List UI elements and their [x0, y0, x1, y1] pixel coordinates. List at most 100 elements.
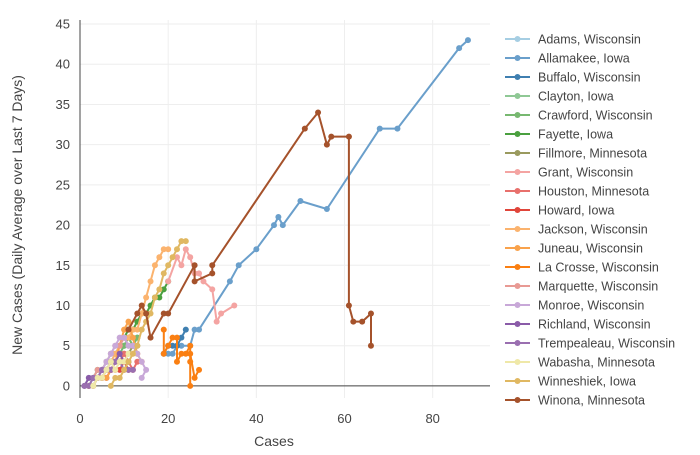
data-point [196, 326, 203, 333]
legend-item[interactable]: Fillmore, Minnesota [505, 147, 647, 161]
data-point [169, 254, 176, 261]
legend-item[interactable]: Houston, Minnesota [505, 185, 649, 199]
legend-label: Crawford, Wisconsin [538, 109, 653, 123]
data-point [143, 310, 150, 317]
data-point [196, 270, 203, 277]
legend-item[interactable]: Trempealeau, Wisconsin [505, 337, 675, 351]
y-tick-label: 10 [56, 298, 70, 313]
data-point [165, 262, 172, 269]
legend-swatch-marker [514, 150, 521, 156]
legend-item[interactable]: Crawford, Wisconsin [505, 109, 653, 123]
data-point [160, 286, 167, 293]
data-point [345, 133, 352, 140]
data-point [196, 366, 203, 373]
data-point [160, 350, 167, 357]
legend-item[interactable]: Allamakee, Iowa [505, 52, 630, 66]
axes [79, 20, 490, 398]
x-tick-label: 20 [161, 411, 175, 426]
legend-item[interactable]: Marquette, Wisconsin [505, 280, 658, 294]
legend-item[interactable]: Winona, Minnesota [505, 394, 645, 408]
series-1 [165, 37, 471, 357]
data-point [275, 214, 282, 221]
data-point [279, 222, 286, 229]
data-point [138, 302, 145, 309]
y-tick-label: 35 [56, 97, 70, 112]
legend-item[interactable]: Fayette, Iowa [505, 128, 613, 142]
data-point [151, 294, 158, 301]
data-point [156, 254, 163, 261]
data-point [151, 262, 158, 269]
series-line [127, 111, 372, 346]
legend-label: Adams, Wisconsin [538, 33, 641, 47]
y-tick-label: 40 [56, 57, 70, 72]
legend-item[interactable]: Howard, Iowa [505, 204, 614, 218]
legend-item[interactable]: Jackson, Wisconsin [505, 223, 648, 237]
series-7 [165, 246, 238, 325]
legend-swatch-marker [514, 378, 521, 384]
data-point [134, 342, 141, 349]
data-point [173, 254, 180, 261]
legend-item[interactable]: Winneshiek, Iowa [505, 375, 636, 389]
legend-label: Richland, Wisconsin [538, 318, 651, 332]
data-point [187, 358, 194, 365]
data-point [345, 302, 352, 309]
data-point [213, 318, 220, 325]
legend-label: Marquette, Wisconsin [538, 280, 658, 294]
data-point [218, 310, 225, 317]
legend-item[interactable]: Grant, Wisconsin [505, 166, 633, 180]
data-point [116, 350, 123, 357]
legend-swatch-marker [514, 112, 521, 118]
legend-item[interactable]: Wabasha, Minnesota [505, 356, 655, 370]
data-point [134, 350, 141, 357]
series-14 [99, 334, 150, 381]
legend-item[interactable]: Buffalo, Wisconsin [505, 71, 641, 85]
legend-label: Juneau, Wisconsin [538, 242, 643, 256]
data-point [315, 109, 322, 116]
legend-item[interactable]: La Crosse, Wisconsin [505, 261, 659, 275]
data-point [328, 133, 335, 140]
data-point [191, 278, 198, 285]
legend-item[interactable]: Clayton, Iowa [505, 90, 614, 104]
data-point [182, 238, 189, 245]
data-point [121, 358, 128, 365]
data-point [156, 286, 163, 293]
data-point [301, 125, 308, 132]
legend-swatch-marker [514, 36, 521, 42]
data-point [85, 374, 92, 381]
y-tick-label: 25 [56, 177, 70, 192]
data-point [94, 374, 101, 381]
legend-label: Grant, Wisconsin [538, 166, 633, 180]
grid [80, 20, 490, 398]
legend-item[interactable]: Adams, Wisconsin [505, 33, 641, 47]
data-point [231, 302, 238, 309]
data-point [116, 358, 123, 365]
data-point [464, 37, 471, 44]
legend-item[interactable]: Richland, Wisconsin [505, 318, 651, 332]
data-point [112, 366, 119, 373]
data-point [187, 254, 194, 261]
legend-item[interactable]: Monroe, Wisconsin [505, 299, 644, 313]
legend-label: Trempealeau, Wisconsin [538, 337, 675, 351]
data-point [160, 326, 167, 333]
data-point [138, 326, 145, 333]
data-point [116, 342, 123, 349]
data-point [359, 318, 366, 325]
data-point [107, 382, 114, 389]
data-point [125, 366, 132, 373]
y-tick-label: 30 [56, 137, 70, 152]
data-point [187, 342, 194, 349]
data-point [129, 366, 136, 373]
series-line [168, 39, 469, 355]
data-point [129, 342, 136, 349]
data-point [107, 350, 114, 357]
series-19 [125, 109, 374, 349]
data-point [209, 270, 216, 277]
legend-item[interactable]: Juneau, Wisconsin [505, 242, 643, 256]
data-point [178, 350, 185, 357]
data-point [173, 246, 180, 253]
data-point [103, 366, 110, 373]
data-point [129, 350, 136, 357]
data-point [125, 334, 132, 341]
legend-label: Wabasha, Minnesota [538, 356, 655, 370]
